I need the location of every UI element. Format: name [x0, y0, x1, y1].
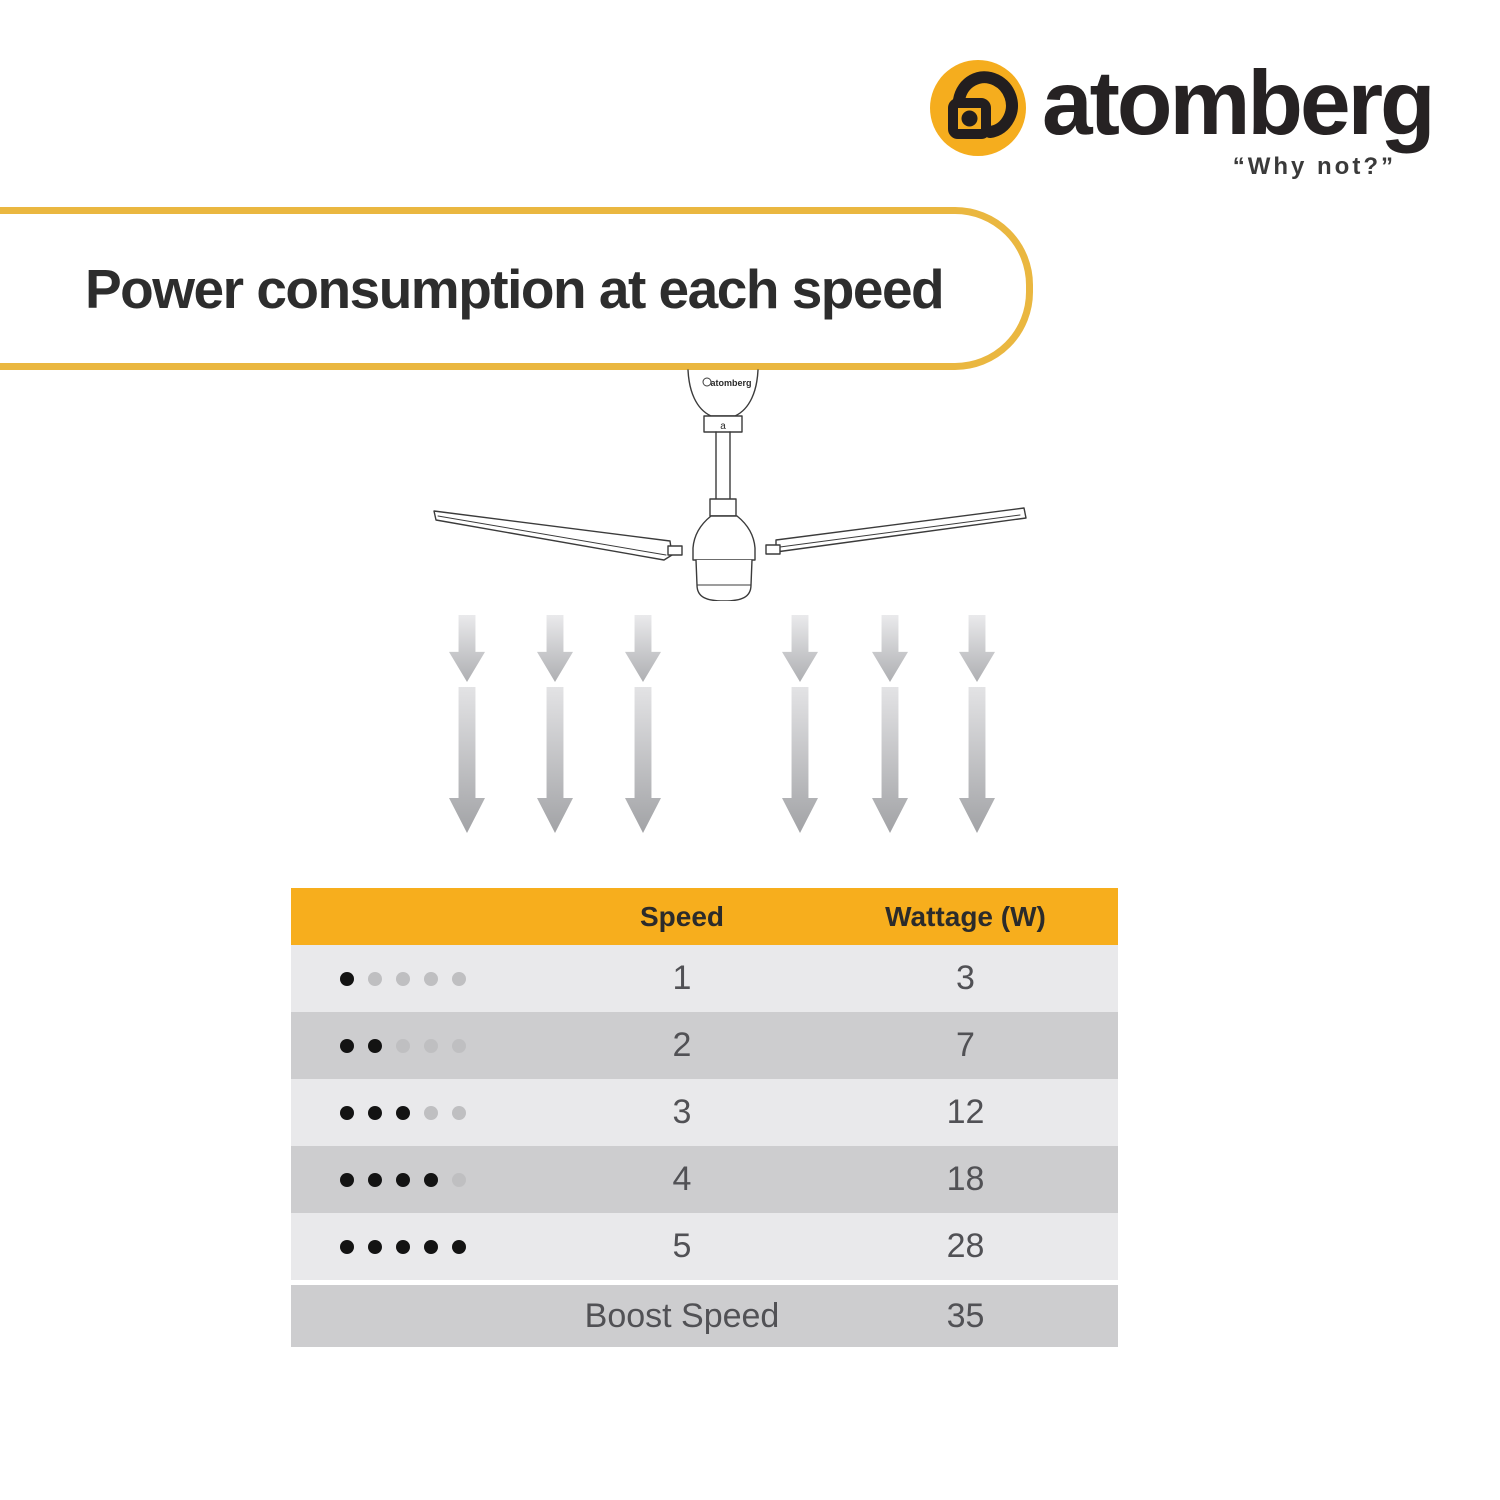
dot-active	[340, 1239, 354, 1254]
dot-active	[340, 1172, 354, 1187]
dot-active	[396, 1239, 410, 1254]
dot-inactive	[424, 1105, 438, 1120]
dot-inactive	[396, 1038, 410, 1053]
speed-value: 5	[672, 1227, 692, 1265]
dot-active	[368, 1105, 382, 1120]
speed-level-dots	[291, 1172, 551, 1187]
fan-canopy-brand-label: atomberg	[710, 378, 751, 388]
title-banner: Power consumption at each speed	[0, 207, 1033, 370]
airflow-arrow	[872, 687, 908, 833]
dot-inactive	[452, 1172, 466, 1187]
speed-level-dots	[291, 1038, 551, 1053]
airflow-arrow	[449, 615, 485, 682]
dot-active	[396, 1105, 410, 1120]
dot-active	[424, 1172, 438, 1187]
power-consumption-table: Speed Wattage (W) 1 3 2 7 3 12 4 18 5 28 Boost Spe…	[291, 888, 1118, 1347]
airflow-arrow	[959, 615, 995, 682]
dot-active	[368, 1038, 382, 1053]
ceiling-fan-illustration: atomberg a	[433, 369, 1027, 601]
atomberg-a-icon	[930, 60, 1026, 156]
airflow-arrow	[959, 687, 995, 833]
dot-active	[368, 1172, 382, 1187]
speed-value: Boost Speed	[584, 1296, 780, 1335]
wattage-value: 18	[946, 1160, 985, 1198]
dot-inactive	[452, 1105, 466, 1120]
airflow-arrow	[782, 687, 818, 833]
table-body: 1 3 2 7 3 12 4 18 5 28 Boost Speed 35	[291, 945, 1118, 1347]
brand-tagline: “Why not?”	[1232, 153, 1396, 180]
brand-name: atomberg	[1042, 53, 1436, 154]
dot-inactive	[452, 971, 466, 986]
dot-active	[396, 1172, 410, 1187]
dot-inactive	[368, 971, 382, 986]
brand-logo: atomberg “Why not?”	[928, 58, 1452, 181]
speed-level-dots	[291, 971, 551, 986]
wattage-value: 28	[946, 1227, 985, 1265]
wattage-value: 7	[956, 1026, 975, 1064]
wattage-value: 3	[956, 959, 975, 997]
table-row-boost: Boost Speed 35	[291, 1285, 1118, 1347]
dot-active	[424, 1239, 438, 1254]
airflow-arrow	[782, 615, 818, 682]
fan-connector-label: a	[720, 421, 726, 432]
speed-value: 4	[672, 1160, 692, 1198]
dot-inactive	[424, 971, 438, 986]
airflow-arrow	[537, 687, 573, 833]
table-row: 3 12	[291, 1079, 1118, 1146]
speed-value: 2	[672, 1026, 692, 1064]
airflow-arrow	[537, 615, 573, 682]
airflow-arrow	[872, 615, 908, 682]
dot-inactive	[424, 1038, 438, 1053]
airflow-arrow	[449, 687, 485, 833]
page-title: Power consumption at each speed	[85, 257, 945, 320]
dot-active	[340, 971, 354, 986]
dot-active	[368, 1239, 382, 1254]
airflow-arrow	[625, 615, 661, 682]
dot-inactive	[452, 1038, 466, 1053]
column-header-wattage: Wattage (W)	[885, 900, 1046, 932]
dot-active	[452, 1239, 466, 1254]
wattage-value: 35	[946, 1296, 985, 1335]
wattage-value: 12	[946, 1093, 985, 1131]
dot-active	[340, 1105, 354, 1120]
airflow-arrow	[625, 687, 661, 833]
speed-value: 3	[672, 1093, 692, 1131]
table-row: 5 28	[291, 1213, 1118, 1280]
table-row: 4 18	[291, 1146, 1118, 1213]
speed-level-dots	[291, 1239, 551, 1254]
speed-value: 1	[672, 959, 692, 997]
speed-level-dots	[291, 1105, 551, 1120]
table-header-row: Speed Wattage (W)	[291, 888, 1118, 945]
column-header-speed: Speed	[639, 900, 725, 932]
dot-active	[340, 1038, 354, 1053]
dot-inactive	[396, 971, 410, 986]
